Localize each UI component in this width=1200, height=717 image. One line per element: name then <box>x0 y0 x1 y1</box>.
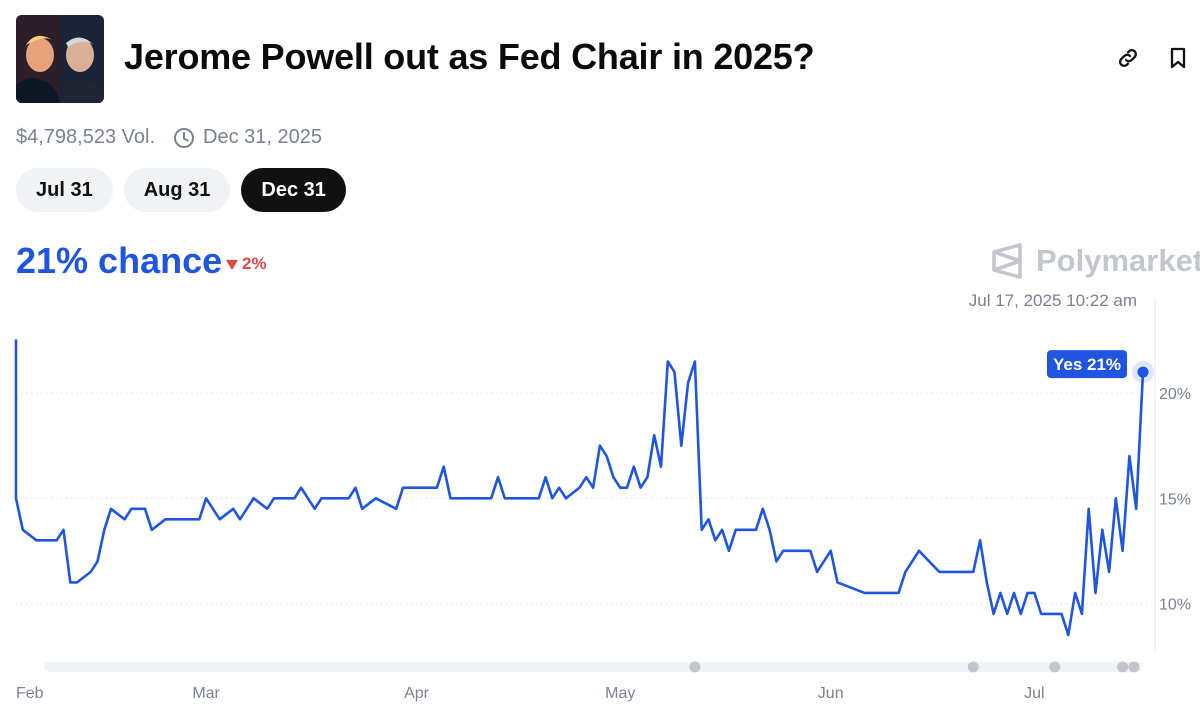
link-icon <box>1118 48 1138 68</box>
market-title: Jerome Powell out as Fed Chair in 2025? <box>124 36 815 77</box>
end-date-text: Dec 31, 2025 <box>203 126 322 148</box>
market-image <box>16 15 104 103</box>
y-tick-label: 20% <box>1159 386 1191 403</box>
triangle-down-icon <box>226 259 238 270</box>
end-date: Dec 31, 2025 <box>173 126 322 149</box>
market-meta: $4,798,523 Vol. Dec 31, 2025 <box>16 126 322 149</box>
tab-jul-31[interactable]: Jul 31 <box>16 168 113 212</box>
timeline-marker <box>967 661 979 673</box>
portrait-photo-icon <box>16 15 104 103</box>
x-tick-label: Apr <box>404 685 430 702</box>
y-tick-label: 15% <box>1159 491 1191 508</box>
chart-timestamp: Jul 17, 2025 10:22 am <box>968 291 1137 310</box>
chance-value: 21% chance <box>16 240 223 281</box>
brand-name: Polymarket <box>1036 243 1200 278</box>
x-tick-label: Jul <box>1024 685 1044 702</box>
polymarket-brand: Polymarket <box>990 242 1200 280</box>
polymarket-logo-icon <box>992 243 1022 279</box>
current-value-tooltip <box>1047 350 1127 379</box>
date-tabs: Jul 31 Aug 31 Dec 31 <box>16 168 357 212</box>
current-point <box>1137 366 1149 378</box>
bookmark-button[interactable] <box>1164 44 1192 72</box>
bookmark-icon <box>1170 47 1186 69</box>
tab-aug-31[interactable]: Aug 31 <box>123 168 231 212</box>
change-badge: 2% <box>226 254 267 274</box>
tab-dec-31[interactable]: Dec 31 <box>241 168 346 212</box>
clock-icon <box>174 127 195 148</box>
time-scrubber-track <box>44 662 1142 672</box>
x-tick-label: Mar <box>192 685 220 702</box>
x-tick-label: May <box>605 685 635 702</box>
x-tick-label: Jun <box>818 685 844 702</box>
current-value-label: Yes 21% <box>1053 355 1121 374</box>
timeline-marker <box>1128 661 1140 673</box>
timeline-marker <box>689 661 701 673</box>
volume-text: $4,798,523 Vol. <box>16 126 156 148</box>
change-value: 2% <box>242 254 267 273</box>
y-tick-label: 10% <box>1159 596 1191 613</box>
copy-link-button[interactable] <box>1114 44 1142 72</box>
series-line-yes <box>14 339 1145 637</box>
timeline-marker <box>1049 661 1061 673</box>
x-tick-label: Feb <box>16 685 44 702</box>
timeline-marker <box>1117 661 1129 673</box>
